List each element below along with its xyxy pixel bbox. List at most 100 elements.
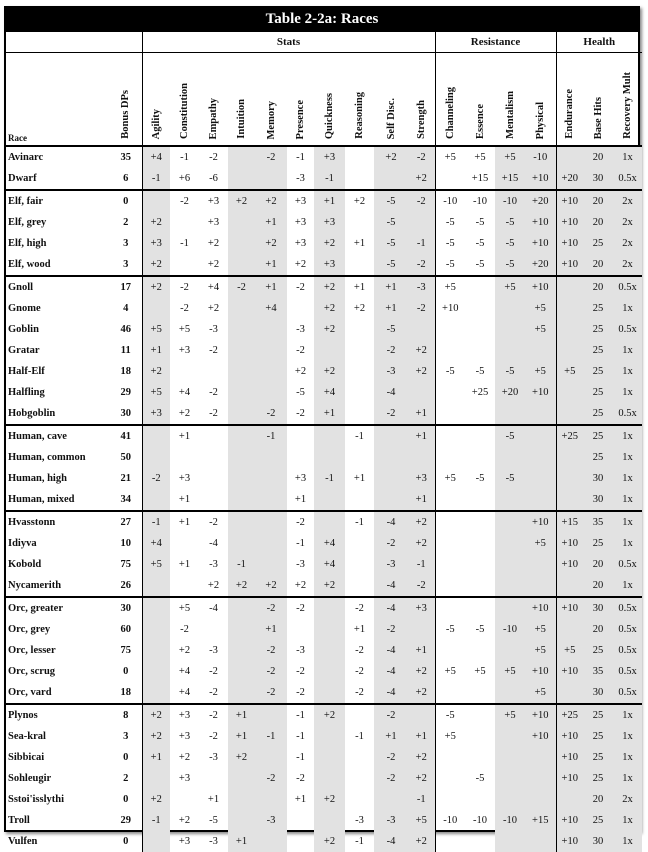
value-cell <box>525 489 557 511</box>
value-cell: -1 <box>355 836 364 847</box>
value-cell: 1x <box>613 468 643 489</box>
value-cell: +2 <box>141 789 170 810</box>
value-cell: 1x <box>613 831 643 852</box>
value-cell <box>255 831 287 852</box>
table-row: Kobold 75 +5 +1 -3 -1 -3 +4 -3 -1 +10 20 0.5x <box>6 554 643 575</box>
value-cell: -1 <box>141 810 170 831</box>
value-cell: +2 <box>178 408 191 419</box>
stat-header: Strength <box>408 52 436 147</box>
table-row: Idiyva 10 +4 -4 -1 +4 -2 +2 +5 +10 25 1x <box>6 533 643 554</box>
health-header-label: Recovery Mult <box>622 72 634 139</box>
value-cell <box>345 489 374 511</box>
value-cell <box>141 489 170 511</box>
value-cell <box>465 554 495 575</box>
value-cell <box>287 831 314 852</box>
value-cell: +1 <box>408 489 436 511</box>
value-cell <box>495 403 526 425</box>
value-cell: +2 <box>228 747 255 768</box>
value-cell <box>228 340 255 361</box>
value-cell <box>555 468 584 489</box>
bonus-dps-cell: 2 <box>123 773 129 784</box>
value-cell <box>495 554 526 575</box>
value-cell: +10 <box>555 831 584 852</box>
value-cell: -2 <box>355 687 364 698</box>
value-cell: +2 <box>314 575 345 597</box>
value-cell: -10 <box>473 815 488 826</box>
resistance-header: Essence <box>465 52 496 147</box>
value-cell <box>345 554 374 575</box>
value-cell <box>555 575 584 597</box>
race-name: Sohleugir <box>8 773 52 784</box>
resistance-header: Mentalism <box>495 52 526 147</box>
value-cell: -5 <box>434 619 466 640</box>
value-cell <box>434 596 466 619</box>
table-row: Gnome 4 -2 +2 +4 +2 +2 +1 -2 +10 +5 25 1x <box>6 298 643 319</box>
value-cell <box>170 254 199 276</box>
stat-header-label: Intuition <box>236 99 247 139</box>
value-cell <box>228 682 255 704</box>
value-cell: +20 <box>495 382 526 403</box>
bonus-dps-cell: 18 <box>120 687 132 698</box>
value-cell: -1 <box>170 145 199 168</box>
value-cell <box>465 424 496 447</box>
value-cell: +4 <box>178 666 191 677</box>
stat-header: Quickness <box>314 52 345 147</box>
bonus-dps-cell: 60 <box>120 624 132 635</box>
value-cell: +2 <box>141 254 170 276</box>
value-cell: -2 <box>287 510 314 533</box>
value-cell <box>495 489 526 511</box>
value-cell: 20 <box>583 275 614 298</box>
value-cell: +5 <box>434 661 466 682</box>
value-cell: +1 <box>294 794 307 805</box>
value-cell: +3 <box>314 212 345 233</box>
value-cell: -1 <box>287 703 314 726</box>
value-cell: +3 <box>294 473 307 484</box>
value-cell <box>314 810 345 831</box>
value-cell: -4 <box>374 382 408 403</box>
value-cell <box>555 382 584 403</box>
value-cell <box>374 168 408 190</box>
value-cell: +10 <box>525 661 557 682</box>
value-cell: -5 <box>495 424 526 447</box>
value-cell: -4 <box>199 596 228 619</box>
bonus-dps-cell: 0 <box>123 752 129 763</box>
resistance-header-label: Mentalism <box>504 91 516 139</box>
value-cell: 1x <box>613 726 643 747</box>
value-cell: 20 <box>583 554 614 575</box>
value-cell: +2 <box>207 259 220 270</box>
value-cell: 0.5x <box>613 682 643 704</box>
value-cell: +10 <box>525 168 557 190</box>
value-cell: 0.5x <box>613 168 643 190</box>
value-cell <box>199 361 228 382</box>
value-cell <box>465 340 495 361</box>
value-cell <box>495 575 526 597</box>
value-cell: -2 <box>209 687 218 698</box>
value-cell: -2 <box>180 303 189 314</box>
value-cell <box>345 145 374 168</box>
value-cell: -2 <box>287 275 314 298</box>
value-cell <box>170 533 199 554</box>
value-cell: -2 <box>209 731 218 742</box>
value-cell <box>495 726 526 747</box>
value-cell: -4 <box>374 682 408 704</box>
value-cell <box>228 489 255 511</box>
value-cell <box>199 447 228 468</box>
table-row: Gratar 11 +1 +3 -2 -2 -2 +2 25 1x <box>6 340 643 361</box>
value-cell <box>255 747 287 768</box>
resistance-header: Channeling <box>434 52 466 147</box>
bonus-dps-cell: 6 <box>123 173 129 184</box>
value-cell: -5 <box>374 189 408 212</box>
value-cell: +1 <box>345 275 374 298</box>
value-cell <box>199 468 228 489</box>
value-cell: +1 <box>408 403 436 425</box>
value-cell: +1 <box>408 726 436 747</box>
value-cell: -2 <box>209 666 218 677</box>
stat-header-label: Strength <box>415 100 427 139</box>
value-cell: +3 <box>207 217 220 228</box>
value-cell: +5 <box>555 361 584 382</box>
value-cell: +1 <box>314 403 345 425</box>
table-row: Orc, grey 60 -2 +1 +1 -2 -5 -5 -10 +5 20 0.5x <box>6 619 643 640</box>
value-cell <box>345 212 374 233</box>
value-cell: 0.5x <box>613 661 643 682</box>
value-cell <box>228 382 255 403</box>
